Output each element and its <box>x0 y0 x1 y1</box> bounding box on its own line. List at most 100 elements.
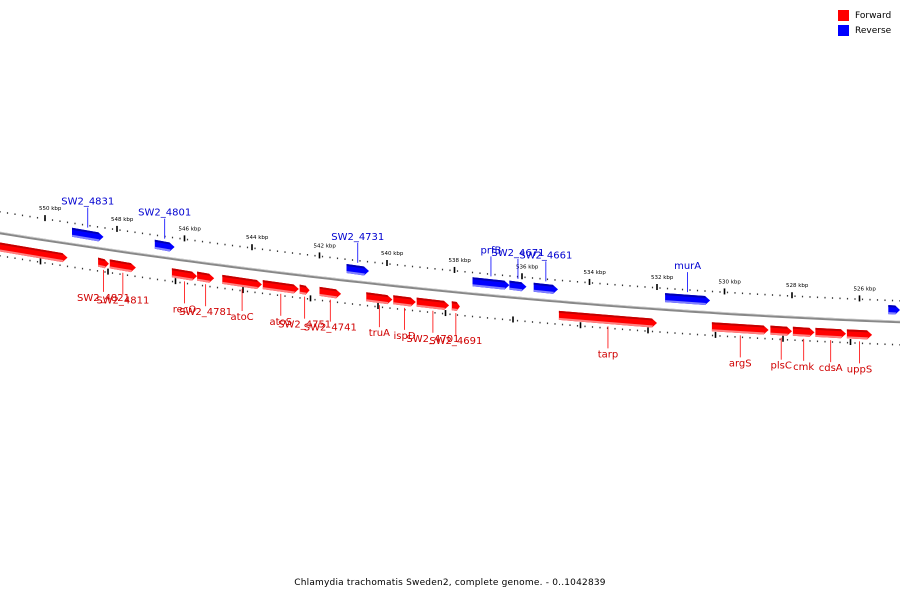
gene-SW2_4661[interactable]: SW2_4661 <box>519 250 572 294</box>
gene-arrow-top <box>299 284 307 288</box>
gene-label-murA: murA <box>674 261 701 272</box>
ruler-dot <box>891 299 894 302</box>
gene-tarp[interactable]: tarp <box>558 310 657 360</box>
gene-SW2_4701[interactable]: SW2_4701 <box>406 297 459 345</box>
gene-label-SW2_4801: SW2_4801 <box>138 208 191 219</box>
gene-cdsA[interactable]: cdsA <box>815 327 846 374</box>
ruler-dot <box>666 331 669 334</box>
gene-arrow-top <box>222 274 258 282</box>
gene-arrow-shade <box>0 249 64 263</box>
ruler-dot <box>269 293 271 296</box>
gene-SW2_4821[interactable]: SW2_4821 <box>77 257 130 304</box>
ruler-dot <box>66 265 69 268</box>
ruler-dot <box>546 278 549 281</box>
ruler-dot <box>824 296 826 299</box>
ruler-dot <box>591 282 594 284</box>
gene-arrow-body <box>888 305 900 315</box>
gene-arrow-top <box>472 277 506 283</box>
ruler-dot <box>404 308 406 311</box>
gene-arrow-top <box>416 297 446 303</box>
gene-SW2_4731[interactable]: SW2_4731 <box>331 232 384 276</box>
ruler-dot <box>704 290 706 292</box>
ruler-dot <box>734 292 736 294</box>
major-tick <box>116 225 118 232</box>
ruler-dot <box>321 299 324 302</box>
ruler-dot <box>486 317 489 319</box>
minor-tick <box>579 322 582 329</box>
gene-argS[interactable]: argS <box>711 322 769 369</box>
ruler-dot <box>764 293 766 296</box>
gene-SW2_4831[interactable]: SW2_4831 <box>61 197 114 242</box>
ruler-dot <box>524 276 526 279</box>
ruler-dot <box>479 316 481 319</box>
ruler-dot <box>854 298 856 300</box>
ruler-dot <box>254 291 256 294</box>
gene-arrow-shade <box>792 333 811 337</box>
ruler-dot <box>809 340 811 342</box>
gene-label-atoC: atoC <box>231 312 254 323</box>
gene-SW2_4811[interactable]: SW2_4811 <box>96 259 149 307</box>
minor-tick <box>107 268 109 275</box>
gene-SW2_4801[interactable]: SW2_4801 <box>138 208 191 252</box>
gene-cmk[interactable]: cmk <box>792 326 815 373</box>
genome-caption: Chlamydia trachomatis Sweden2, complete … <box>294 578 606 588</box>
ruler-dot <box>291 252 294 254</box>
gene-SW2_4691[interactable]: SW2_4691 <box>429 301 482 347</box>
ruler-dot <box>344 302 346 304</box>
ruler-dot <box>509 275 511 277</box>
ruler-dot <box>779 294 781 297</box>
ruler-dot <box>359 260 361 262</box>
gene-SW2_4671[interactable]: SW2_4671 <box>491 248 544 292</box>
ruler-dot <box>194 283 196 286</box>
ruler-dot <box>876 343 879 345</box>
gene-unnamed-26[interactable] <box>888 305 900 315</box>
gene-label-cmk: cmk <box>793 362 814 373</box>
gene-atoS[interactable]: atoS <box>262 280 299 328</box>
minor-tick <box>377 303 379 310</box>
gene-arrow-shade <box>393 302 412 307</box>
ruler-dot <box>576 280 579 283</box>
gene-unnamed-0[interactable] <box>0 242 68 263</box>
ruler-dot <box>74 222 76 225</box>
gene-label-SW2_4831: SW2_4831 <box>61 197 114 208</box>
ruler-dot <box>801 339 804 342</box>
ruler-dot <box>524 320 526 323</box>
gene-label-cdsA: cdsA <box>819 363 843 374</box>
ruler-dot <box>771 294 774 296</box>
ruler-dot <box>704 334 706 336</box>
gene-arrow-top <box>0 242 64 256</box>
ruler-dot <box>141 276 144 279</box>
ruler-dot <box>149 233 151 236</box>
ruler-dot <box>786 339 789 341</box>
ruler-dot <box>411 265 414 268</box>
ruler-dot <box>636 329 639 332</box>
ruler-dot <box>164 279 166 282</box>
gene-atoC[interactable]: atoC <box>222 274 262 323</box>
minor-tick <box>647 327 649 334</box>
gene-uppS[interactable]: uppS <box>847 329 872 375</box>
gene-truA[interactable]: truA <box>366 292 393 339</box>
gene-arrow-shade <box>665 300 707 305</box>
gene-plsC[interactable]: plsC <box>770 325 792 372</box>
ruler-dot <box>126 230 129 233</box>
gene-SW2_4741[interactable]: SW2_4741 <box>304 286 357 334</box>
gene-prfB[interactable]: prfB <box>472 245 510 290</box>
gene-arrow-shade <box>416 304 446 310</box>
ruler-dot <box>299 297 301 299</box>
tick-label-11: 528 kbp <box>786 283 809 289</box>
gene-SW2_4751[interactable]: SW2_4751 <box>278 284 331 331</box>
gene-label-prfB: prfB <box>481 245 502 256</box>
gene-SW2_4781[interactable]: SW2_4781 <box>179 271 232 319</box>
gene-ispD[interactable]: ispD <box>393 295 416 342</box>
ruler-dot <box>111 228 114 230</box>
gene-recO[interactable]: recO <box>171 268 198 315</box>
ruler-dot <box>606 283 609 285</box>
ruler-dot <box>861 342 864 345</box>
gene-arrow-shade <box>346 271 365 276</box>
legend-item-reverse: Reverse <box>838 23 891 38</box>
gene-murA[interactable]: murA <box>665 261 711 305</box>
tick-label-6: 538 kbp <box>449 258 472 264</box>
gene-label-truA: truA <box>369 328 390 339</box>
minor-tick <box>714 331 717 338</box>
